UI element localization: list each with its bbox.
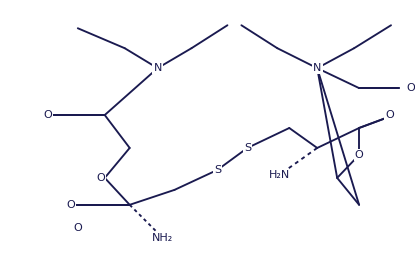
Text: N: N [154, 63, 162, 73]
Text: H₂N: H₂N [269, 170, 290, 180]
Text: N: N [313, 63, 321, 73]
Text: S: S [214, 165, 221, 175]
Text: NH₂: NH₂ [152, 233, 173, 243]
Text: O: O [355, 150, 364, 160]
Text: O: O [407, 83, 415, 93]
Text: S: S [244, 143, 251, 153]
Text: O: O [73, 223, 82, 233]
Text: O: O [43, 110, 52, 120]
Text: O: O [66, 200, 75, 210]
Text: O: O [385, 110, 394, 120]
Text: O: O [96, 173, 105, 183]
